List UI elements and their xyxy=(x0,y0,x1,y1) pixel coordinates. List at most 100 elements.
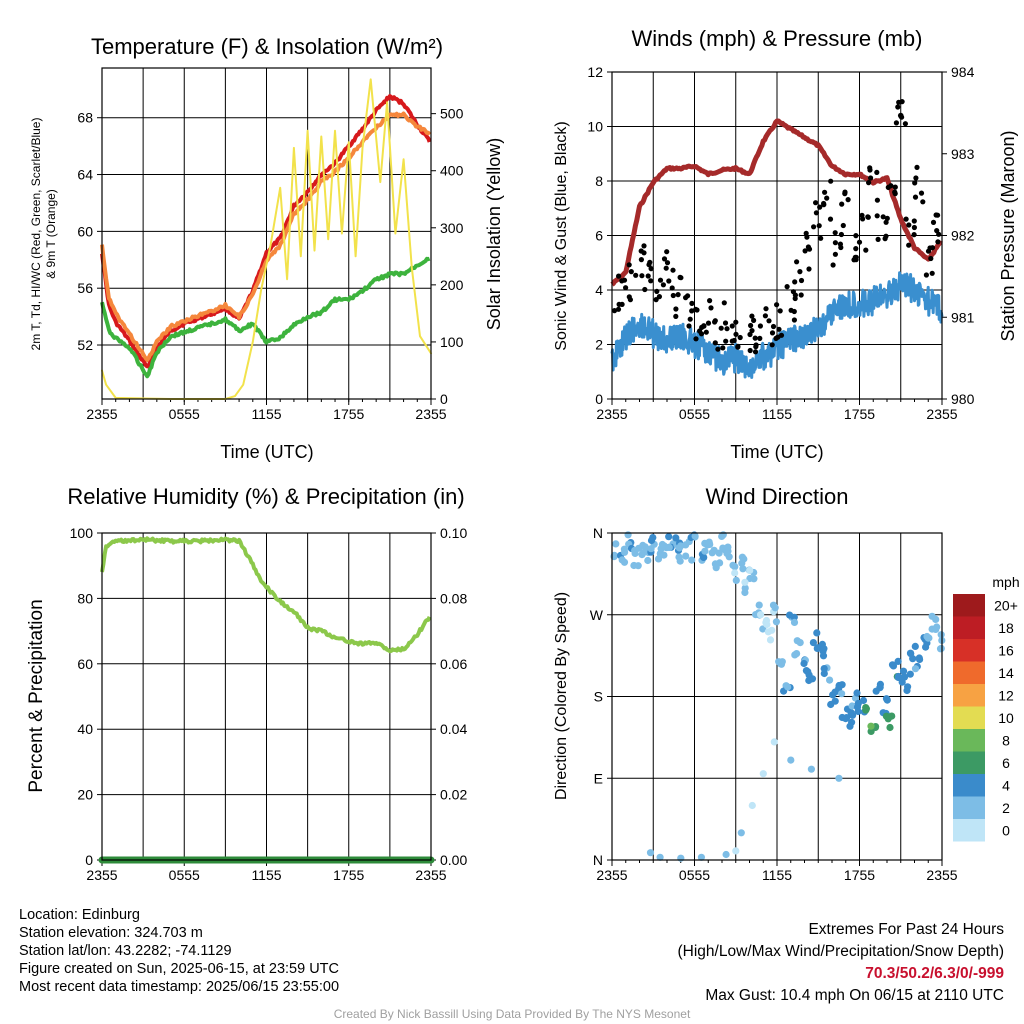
gust-point xyxy=(757,323,764,329)
direction-point xyxy=(697,853,706,861)
gust-point xyxy=(842,191,848,197)
gust-point xyxy=(791,317,798,323)
temp-y-axis-label-right: Solar Insolation (Yellow) xyxy=(484,138,504,330)
direction-point xyxy=(770,738,778,746)
direction-point xyxy=(772,618,781,626)
gust-point xyxy=(892,184,898,190)
direction-point xyxy=(701,547,709,555)
gust-point xyxy=(729,323,735,329)
direction-point xyxy=(741,578,749,586)
wind-ytick-right-label: 983 xyxy=(951,146,975,162)
series-line-9m-t xyxy=(100,111,432,362)
legend-swatch xyxy=(953,684,985,707)
rh-ytick-right-label: 0.04 xyxy=(440,721,467,737)
gust-point xyxy=(666,278,672,284)
direction-point xyxy=(894,657,902,666)
gust-point xyxy=(685,293,691,299)
direction-point xyxy=(805,676,813,685)
legend-swatch xyxy=(953,819,985,842)
temp-xtick-label: 0555 xyxy=(169,406,200,422)
wind-frame xyxy=(611,71,943,400)
direction-point xyxy=(867,722,875,730)
direction-point xyxy=(755,601,763,609)
gust-point xyxy=(626,262,632,268)
gust-point xyxy=(770,323,777,330)
gust-point xyxy=(892,189,898,195)
rh-ytick-right-label: 0.02 xyxy=(440,787,467,803)
legend-label: 4 xyxy=(1002,777,1010,793)
direction-point xyxy=(634,562,642,570)
location-text: Location: Edinburg xyxy=(19,907,140,923)
direction-point xyxy=(705,540,714,548)
rh-ytick-label: 0 xyxy=(85,852,93,868)
direction-point xyxy=(786,611,794,619)
gust-point xyxy=(766,318,772,324)
direction-point xyxy=(854,699,863,707)
gust-point xyxy=(811,224,817,230)
gust-point xyxy=(818,235,824,241)
direction-point xyxy=(936,645,945,653)
gust-point xyxy=(628,269,634,275)
rh-ytick-right-label: 0.10 xyxy=(440,525,467,541)
gust-point xyxy=(813,210,820,216)
gust-point xyxy=(874,197,881,203)
dir-ytick-label: E xyxy=(594,770,603,786)
gust-point xyxy=(753,344,759,350)
gust-point xyxy=(747,331,753,338)
gust-point xyxy=(689,308,695,314)
credit-text: Created By Nick Bassill Using Data Provi… xyxy=(333,1007,691,1021)
direction-point xyxy=(778,658,786,666)
direction-point xyxy=(759,770,767,778)
recent-text: Most recent data timestamp: 2025/06/15 2… xyxy=(19,979,340,995)
gust-point xyxy=(724,326,730,332)
gust-point xyxy=(656,294,663,300)
wind-xtick-label: 2355 xyxy=(926,406,957,422)
legend-label: 20+ xyxy=(994,597,1018,613)
elevation-text: Station elevation: 324.703 m xyxy=(19,925,203,941)
direction-point xyxy=(813,629,821,637)
gust-point xyxy=(788,307,794,313)
gust-point xyxy=(657,277,664,283)
gust-point xyxy=(749,313,755,319)
gust-point xyxy=(751,317,757,323)
direction-point xyxy=(675,553,683,561)
gust-point xyxy=(893,120,900,126)
gust-point xyxy=(934,228,940,234)
gust-point xyxy=(705,320,712,326)
direction-point xyxy=(826,676,834,684)
direction-point xyxy=(820,645,828,653)
dir-ytick-label: N xyxy=(593,852,603,868)
gust-point xyxy=(845,197,851,203)
dir-xtick-label: 1155 xyxy=(762,867,792,883)
direction-point xyxy=(923,632,931,641)
gust-point xyxy=(616,273,622,279)
gust-point xyxy=(773,335,779,341)
dir-panel-title: Wind Direction xyxy=(705,484,848,509)
direction-point xyxy=(729,561,737,569)
latlon-text: Station lat/lon: 43.2282; -74.1129 xyxy=(19,943,232,959)
legend-swatch xyxy=(953,639,985,662)
temp-ytick-right-label: 200 xyxy=(440,277,464,293)
gust-point xyxy=(914,164,920,170)
gust-point xyxy=(798,292,804,298)
temp-ytick-right-label: 500 xyxy=(440,106,464,122)
gust-point xyxy=(853,246,859,252)
direction-point xyxy=(853,689,861,697)
gust-point xyxy=(660,282,667,288)
temp-x-axis-label: Time (UTC) xyxy=(220,442,313,462)
legend-label: 2 xyxy=(1002,800,1010,816)
direction-point xyxy=(715,549,723,557)
direction-point xyxy=(838,681,846,689)
gust-point xyxy=(838,231,845,238)
legend-label: 6 xyxy=(1002,755,1010,771)
temp-ytick-label: 52 xyxy=(77,337,93,353)
gust-point xyxy=(860,216,866,222)
direction-point xyxy=(848,702,856,710)
gust-point xyxy=(832,230,838,236)
gust-point xyxy=(769,342,775,348)
gust-point xyxy=(678,275,684,281)
direction-point xyxy=(731,569,739,577)
wind-xtick-label: 1755 xyxy=(844,406,875,422)
gust-point xyxy=(749,328,755,334)
direction-point xyxy=(740,555,748,563)
